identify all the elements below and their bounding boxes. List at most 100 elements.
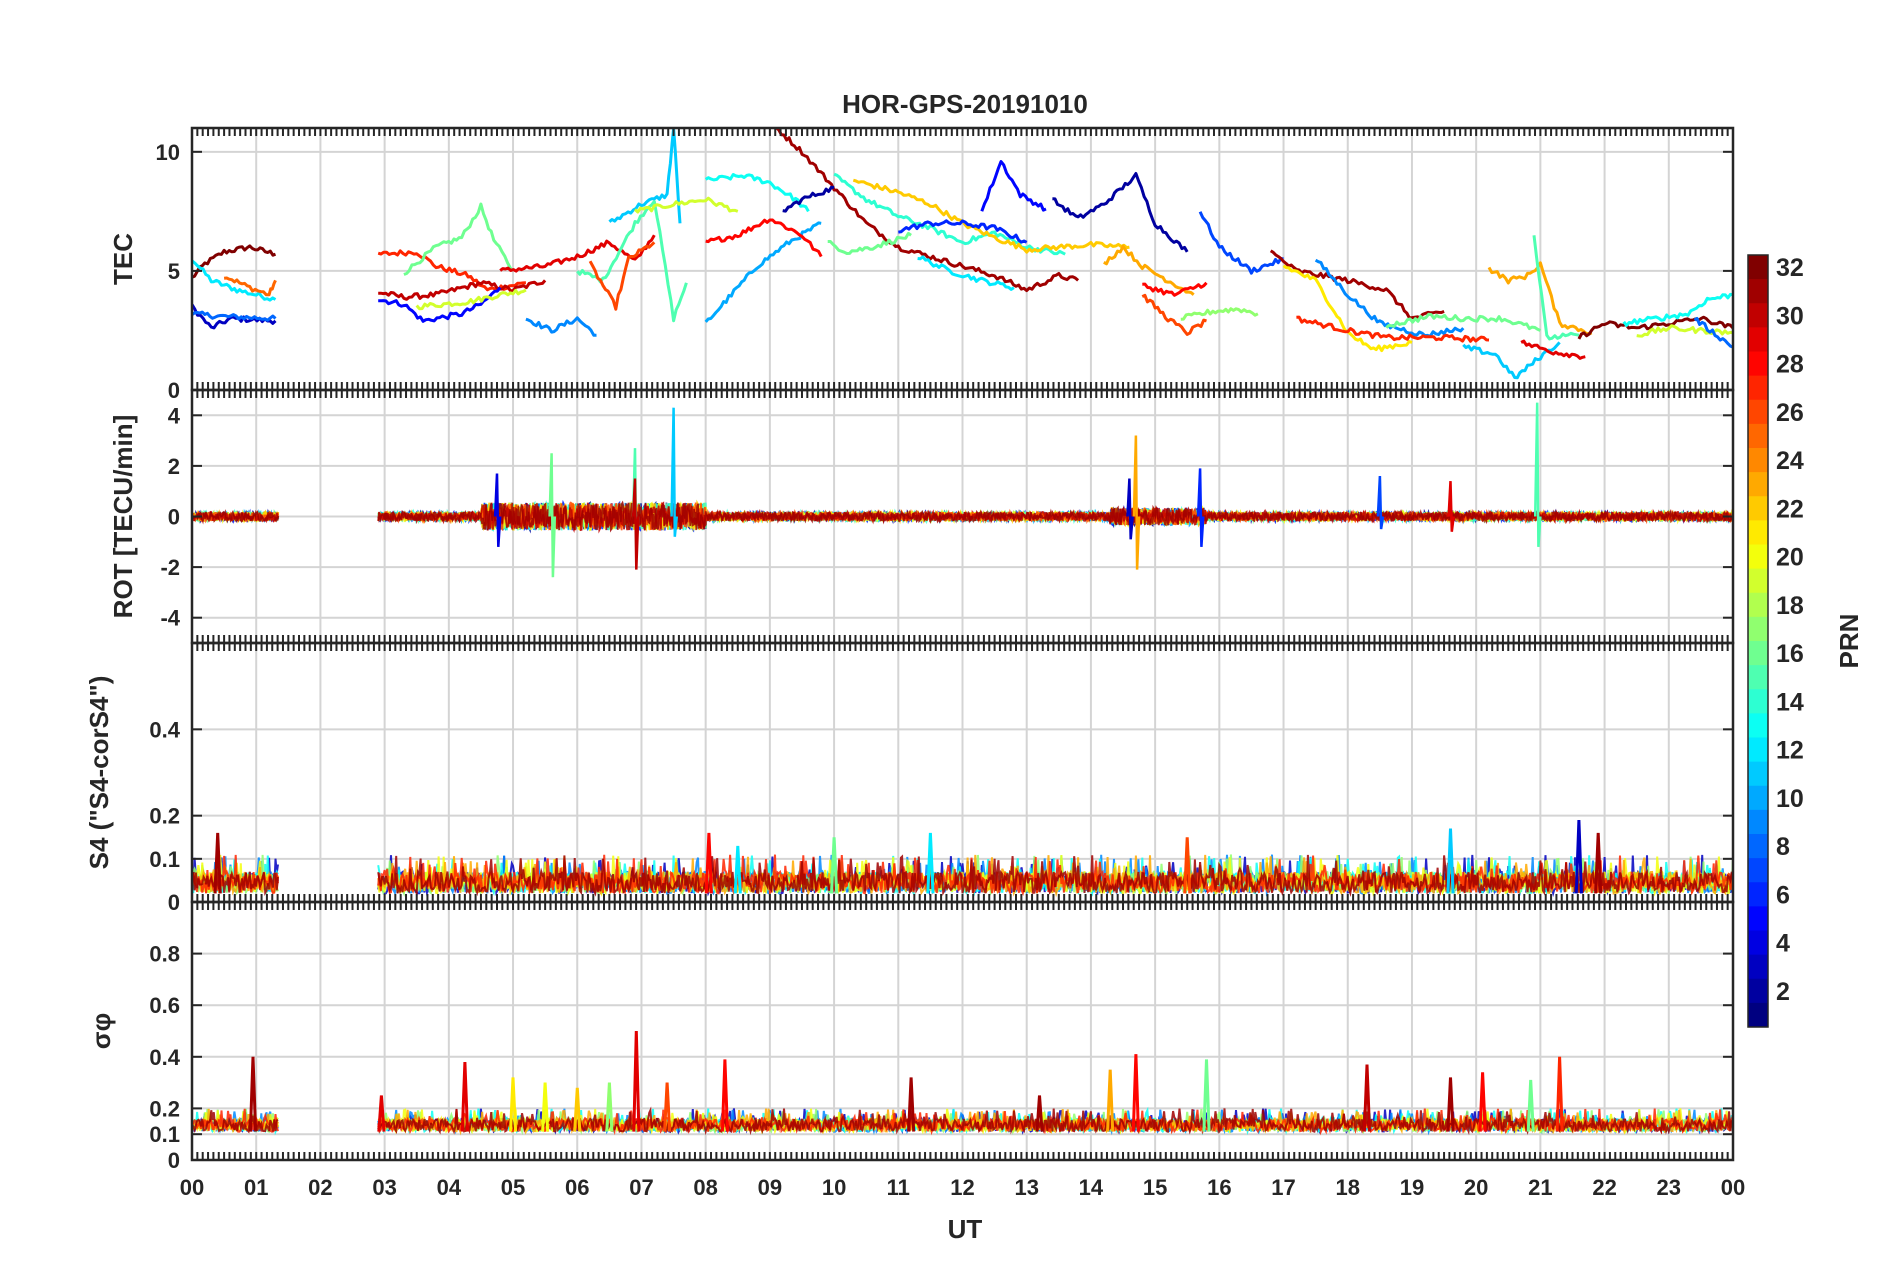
tec-series-prn-9 xyxy=(525,316,597,337)
tec-series-prn-32 xyxy=(192,244,277,279)
y-tick-label-rot: 2 xyxy=(168,454,180,479)
tec-series-prn-3 xyxy=(192,303,277,330)
colorbar-tick-label: 14 xyxy=(1776,688,1804,716)
colorbar-swatch xyxy=(1748,785,1768,811)
x-tick-label: 20 xyxy=(1464,1175,1488,1200)
colorbar-swatch xyxy=(1748,713,1768,738)
tec-series-prn-27 xyxy=(377,249,526,292)
y-tick-label-rot: -4 xyxy=(160,606,180,631)
s4-noise-prn-31 xyxy=(377,854,1733,898)
tec-series-prn-31 xyxy=(775,128,1080,293)
data-layer-rot xyxy=(192,402,1733,578)
x-tick-label: 02 xyxy=(308,1175,332,1200)
tec-series-prn-26 xyxy=(588,241,656,311)
colorbar-swatch xyxy=(1748,689,1768,714)
sigma-spike-prn-28 xyxy=(1478,1072,1487,1132)
colorbar-tick-label: 32 xyxy=(1776,254,1804,282)
y-tick-label-s4: 0.4 xyxy=(149,717,180,742)
colorbar-tick-label: 28 xyxy=(1776,351,1804,379)
colorbar-swatch xyxy=(1748,520,1768,545)
rot-noise-prn-31 xyxy=(377,500,1733,533)
colorbar-swatch xyxy=(1748,616,1768,642)
y-tick-label-s4: 0.2 xyxy=(149,804,180,829)
s4-spike-prn-11 xyxy=(1446,828,1455,894)
x-tick-label: 23 xyxy=(1657,1175,1681,1200)
colorbar-swatch xyxy=(1748,375,1768,401)
panel-sigma: 00.10.2 0.4 0.6 0.8 σφ xyxy=(86,900,1735,1173)
tec-series-prn-7 xyxy=(1198,211,1284,275)
tec-series-prn-22 xyxy=(852,178,1130,254)
x-tick-label: 13 xyxy=(1014,1175,1038,1200)
colorbar-swatch xyxy=(1748,496,1768,521)
s4-spike-prn-16 xyxy=(830,837,839,894)
x-tick-label: 19 xyxy=(1400,1175,1424,1200)
colorbar-frame xyxy=(1747,254,1769,1028)
colorbar-swatch xyxy=(1748,327,1768,352)
x-tick-label: 17 xyxy=(1271,1175,1295,1200)
data-layer-tec xyxy=(192,128,1733,380)
tec-series-prn-8 xyxy=(1693,316,1733,349)
tec-series-prn-8 xyxy=(192,310,277,322)
panel-s4: 0 0.1 0.2 0.4 S4 ("S4-corS4") xyxy=(84,641,1735,915)
y-tick-label-sigma: 0.8 xyxy=(149,942,180,967)
tec-series-prn-5 xyxy=(980,160,1047,212)
colorbar-tick-label: 26 xyxy=(1776,399,1804,427)
colorbar-tick-label: 20 xyxy=(1776,544,1804,572)
sigma-spike-prn-16 xyxy=(1202,1059,1211,1132)
s4-spike-prn-12 xyxy=(926,832,935,894)
rot-spike-prn-4 xyxy=(493,473,502,547)
sigma-spike-prn-22 xyxy=(573,1087,582,1132)
rot-spike-prn-29 xyxy=(1447,481,1455,532)
x-tick-label: 12 xyxy=(950,1175,974,1200)
y-axis-label-sigma: σφ xyxy=(86,1013,116,1049)
rot-spike-prn-6 xyxy=(1196,468,1205,547)
x-tick-label: 10 xyxy=(822,1175,846,1200)
colorbar-swatch xyxy=(1748,978,1768,1004)
tec-series-prn-32 xyxy=(1577,315,1733,340)
y-tick-label-sigma: 0.2 xyxy=(149,1096,180,1121)
sigma-spike-prn-20 xyxy=(541,1082,550,1132)
x-tick-label: 22 xyxy=(1592,1175,1616,1200)
y-tick-label-s4: 0 xyxy=(168,890,180,915)
tec-series-prn-5 xyxy=(378,286,502,323)
colorbar-tick-label: 22 xyxy=(1776,495,1804,523)
tec-series-prn-28 xyxy=(705,218,823,258)
tec-series-prn-16 xyxy=(1385,312,1541,332)
colorbar-swatch xyxy=(1748,279,1768,304)
sigma-spike-prn-28 xyxy=(720,1059,729,1132)
data-layer-s4 xyxy=(192,819,1733,898)
sigma-spike-prn-31 xyxy=(248,1056,258,1132)
tec-series-prn-30 xyxy=(378,279,547,301)
rot-spike-prn-15 xyxy=(1533,402,1542,547)
x-tick-label: 04 xyxy=(437,1175,462,1200)
s4-spike-prn-28 xyxy=(704,832,713,894)
y-tick-label-rot: -2 xyxy=(160,555,180,580)
rot-spike-prn-23 xyxy=(1132,435,1141,570)
y-tick-label-rot: 0 xyxy=(168,505,180,530)
colorbar-swatch xyxy=(1748,448,1768,473)
data-layer-sigma xyxy=(192,1030,1733,1136)
colorbar-swatch xyxy=(1748,858,1768,883)
tec-series-prn-12 xyxy=(192,259,277,302)
colorbar-swatch xyxy=(1748,737,1768,763)
tec-series-prn-23 xyxy=(1487,261,1593,336)
colorbar-tick-label: 30 xyxy=(1776,302,1804,330)
x-tick-label: 00 xyxy=(180,1175,204,1200)
sigma-spike-prn-26 xyxy=(663,1082,672,1132)
x-tick-label: 01 xyxy=(244,1175,268,1200)
x-tick-label: 07 xyxy=(629,1175,653,1200)
rot-spike-prn-16 xyxy=(548,453,557,578)
y-tick-label-sigma: 0 xyxy=(168,1148,180,1173)
tec-series-prn-16 xyxy=(403,202,515,276)
tec-series-prn-10 xyxy=(704,221,822,323)
colorbar-swatch xyxy=(1748,641,1768,666)
colorbar-swatch xyxy=(1748,592,1768,618)
rot-spike-prn-7 xyxy=(1376,475,1385,530)
sigma-spike-prn-29 xyxy=(632,1030,641,1132)
y-axis-label-tec: TEC xyxy=(108,233,138,285)
sigma-noise-prn-31 xyxy=(377,1106,1733,1136)
tec-series-prn-23 xyxy=(1103,244,1195,296)
panel-rot: -4 -2 0 2 4 ROT [TECU/min] xyxy=(108,388,1735,645)
tec-series-prn-14 xyxy=(833,172,1066,256)
y-tick-label-sigma: 0.6 xyxy=(149,993,180,1018)
